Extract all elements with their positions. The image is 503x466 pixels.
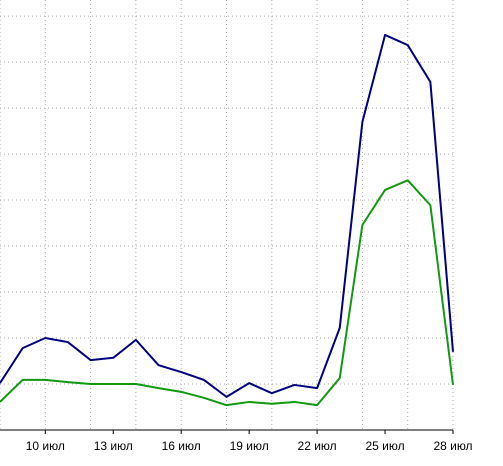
x-tick-label: 25 июл [365, 439, 404, 453]
line-series [0, 33, 454, 398]
x-tick-label: 22 июл [298, 439, 337, 453]
line-series [0, 179, 454, 407]
x-tick-label: 10 июл [26, 439, 65, 453]
x-tick-label: 16 июл [162, 439, 201, 453]
x-tick-label: 13 июл [94, 439, 133, 453]
x-tick-label: 19 июл [230, 439, 269, 453]
x-tick-label: 28 июл [433, 439, 472, 453]
